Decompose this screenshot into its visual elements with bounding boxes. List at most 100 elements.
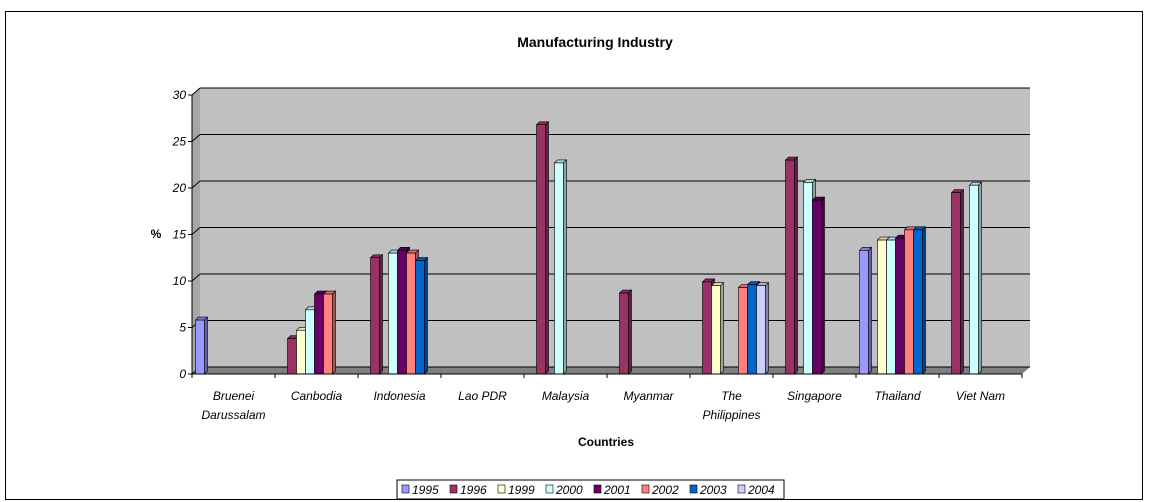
bar-side <box>868 246 872 375</box>
bar-front <box>305 309 315 375</box>
bar-front <box>415 260 425 375</box>
bar-side <box>960 188 964 375</box>
bar-front <box>536 124 546 375</box>
bar-front <box>747 284 757 375</box>
y-tick-label: 25 <box>172 135 187 149</box>
bar-front <box>388 252 398 375</box>
x-tick-label: The <box>721 389 742 403</box>
x-tick-label: Thailand <box>874 389 920 403</box>
gridline-diag <box>191 87 201 96</box>
legend-swatch <box>497 484 506 494</box>
x-tick-label: Lao PDR <box>458 389 507 403</box>
legend-label: 2002 <box>651 483 679 497</box>
bar-front <box>296 329 306 375</box>
legend-label: 1999 <box>508 483 535 497</box>
bars <box>194 121 983 375</box>
bar-1995-0 <box>194 316 209 375</box>
legend-item-2003: 2003 <box>689 483 727 497</box>
bar-2001-7 <box>811 196 826 375</box>
bar-front <box>370 257 380 375</box>
y-axis-ticks: 0 5 10 15 20 25 30 <box>172 88 192 381</box>
bar-1996-4 <box>535 121 550 375</box>
bar-front <box>195 319 205 375</box>
bar-front <box>913 229 923 375</box>
x-axis-ticks: Bruenei Darussalam Canbodia Indonesia Lao PD… <box>191 374 1023 422</box>
bar-2000-9 <box>968 181 983 375</box>
bar-front <box>969 184 979 375</box>
legend-swatch <box>689 484 698 494</box>
bar-front <box>554 162 564 375</box>
x-tick-label: Darussalam <box>201 408 265 422</box>
bar-side <box>563 159 567 375</box>
bar-side <box>765 281 769 375</box>
x-tick-label: Myanmar <box>623 389 674 403</box>
legend-label: 2003 <box>699 483 727 497</box>
bar-front <box>895 237 905 375</box>
x-tick-label: Indonesia <box>373 389 425 403</box>
bar-front <box>803 182 813 375</box>
x-tick-label: Canbodia <box>291 389 343 403</box>
y-tick-label: 10 <box>173 274 187 288</box>
bar-side <box>821 196 825 375</box>
bar-front <box>904 229 914 375</box>
bar-side <box>204 316 208 375</box>
x-tick-label: Malaysia <box>542 389 590 403</box>
gridline-diag <box>191 227 201 235</box>
legend-label: 1996 <box>460 483 487 497</box>
y-tick-label: 15 <box>173 228 187 242</box>
legend-swatch <box>641 484 650 494</box>
x-tick-label: Philippines <box>702 408 760 422</box>
bar-front <box>859 250 869 375</box>
bar-1995-8 <box>858 246 873 375</box>
y-tick-label: 0 <box>179 367 186 381</box>
legend-item-2001: 2001 <box>593 483 631 497</box>
bar-front <box>785 159 795 375</box>
bar-1996-5 <box>618 289 633 375</box>
bar-front <box>702 281 712 375</box>
bar-1999-6 <box>710 281 725 375</box>
legend-swatch <box>545 484 554 494</box>
y-tick-label: 5 <box>179 321 186 335</box>
bar-side <box>424 256 428 375</box>
bar-front <box>756 285 766 375</box>
bar-1996-7 <box>784 156 799 375</box>
bar-front <box>951 192 961 375</box>
gridline-diag <box>191 273 201 282</box>
legend-label: 2001 <box>603 483 631 497</box>
y-tick-label: 20 <box>172 181 187 195</box>
bar-1996-2 <box>369 254 384 375</box>
legend: 1995 1996 1999 2000 2001 2002 2003 2004 <box>401 483 775 497</box>
legend-swatch <box>593 484 602 494</box>
legend-swatch <box>401 484 410 494</box>
bar-front <box>812 199 822 375</box>
bar-front <box>287 338 297 375</box>
bar-front <box>619 292 629 375</box>
bar-side <box>332 290 336 375</box>
legend-item-1995: 1995 <box>401 483 439 497</box>
bar-front <box>314 293 324 375</box>
bar-2003-2 <box>414 256 429 375</box>
bar-front <box>406 252 416 375</box>
bar-2003-8 <box>912 226 927 375</box>
legend-box <box>396 479 785 500</box>
bar-1996-9 <box>950 188 965 375</box>
legend-label: 2000 <box>555 483 583 497</box>
bar-side <box>545 121 549 375</box>
chart-title: Manufacturing Industry <box>517 34 673 50</box>
gridline-diag <box>191 134 201 142</box>
bar-front <box>877 239 887 375</box>
legend-item-2004: 2004 <box>737 483 775 497</box>
bar-2004-6 <box>755 281 770 375</box>
x-axis-title: Countries <box>578 435 634 449</box>
bar-side <box>628 289 632 375</box>
x-tick-label: Viet Nam <box>956 389 1005 403</box>
bar-front <box>711 285 721 375</box>
x-tick-label: Singapore <box>787 389 842 403</box>
legend-item-2000: 2000 <box>545 483 583 497</box>
y-axis-title: % <box>151 227 162 241</box>
legend-item-1999: 1999 <box>497 483 535 497</box>
bar-2002-1 <box>322 290 337 375</box>
bar-side <box>720 281 724 375</box>
x-tick-label: Bruenei <box>213 389 255 403</box>
